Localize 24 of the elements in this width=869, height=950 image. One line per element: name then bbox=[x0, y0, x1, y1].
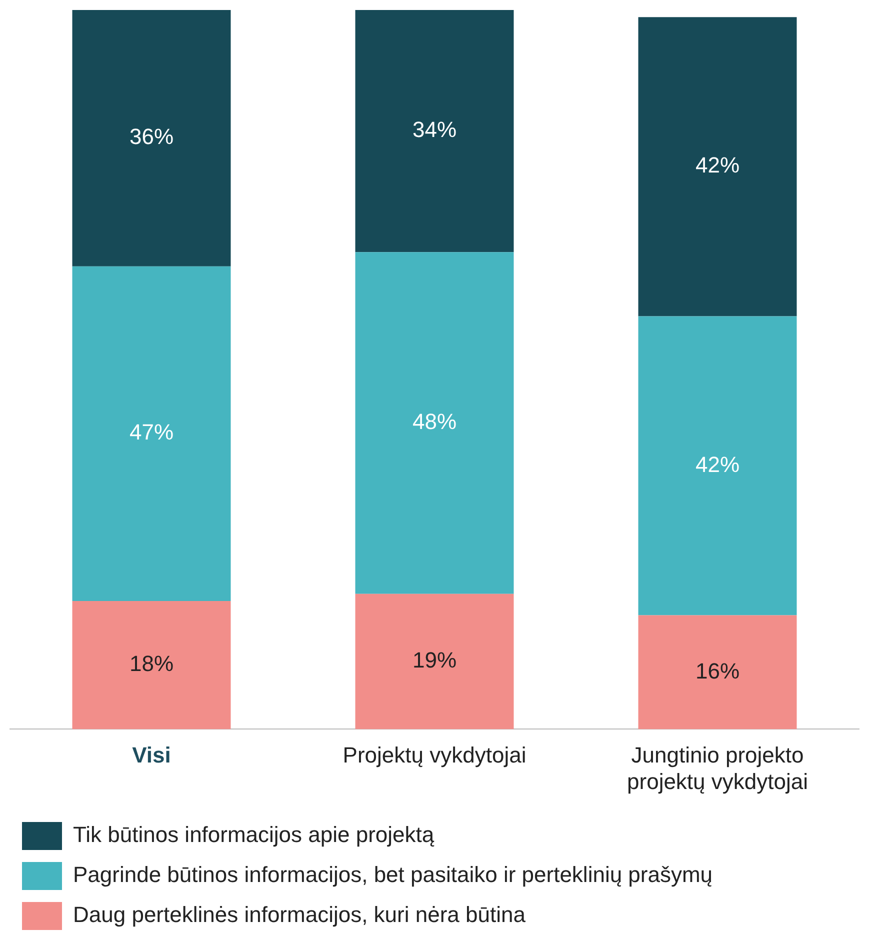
bar bbox=[72, 601, 231, 730]
legend-label: Pagrinde būtinos informacijos, bet pasitaiko ir perteklinių prašymų bbox=[73, 862, 713, 888]
bar bbox=[638, 316, 797, 616]
data-label: 34% bbox=[412, 117, 457, 142]
data-label: 48% bbox=[412, 409, 457, 434]
data-label: 42% bbox=[695, 452, 740, 477]
legend-label: Daug perteklinės informacijos, kuri nėra būtina bbox=[73, 902, 526, 928]
bar bbox=[72, 10, 231, 266]
bar bbox=[72, 266, 231, 602]
bar bbox=[355, 594, 514, 730]
bar bbox=[355, 252, 514, 594]
data-label: 16% bbox=[695, 658, 740, 684]
data-label: 18% bbox=[129, 651, 174, 676]
data-label: 47% bbox=[129, 420, 174, 445]
data-label: 42% bbox=[695, 152, 740, 178]
legend-label: Tik būtinos informacijos apie projektą bbox=[73, 822, 435, 848]
bar bbox=[355, 10, 514, 252]
data-label: 19% bbox=[412, 648, 457, 673]
bar bbox=[638, 615, 797, 730]
x-tick-label: Jungtinio projekto projektų vykdytojai bbox=[627, 742, 808, 794]
data-label: 36% bbox=[129, 124, 174, 150]
x-tick-label: Projektų vykdytojai bbox=[342, 742, 526, 768]
bar bbox=[638, 17, 797, 316]
x-tick-label: Visi bbox=[132, 742, 171, 768]
